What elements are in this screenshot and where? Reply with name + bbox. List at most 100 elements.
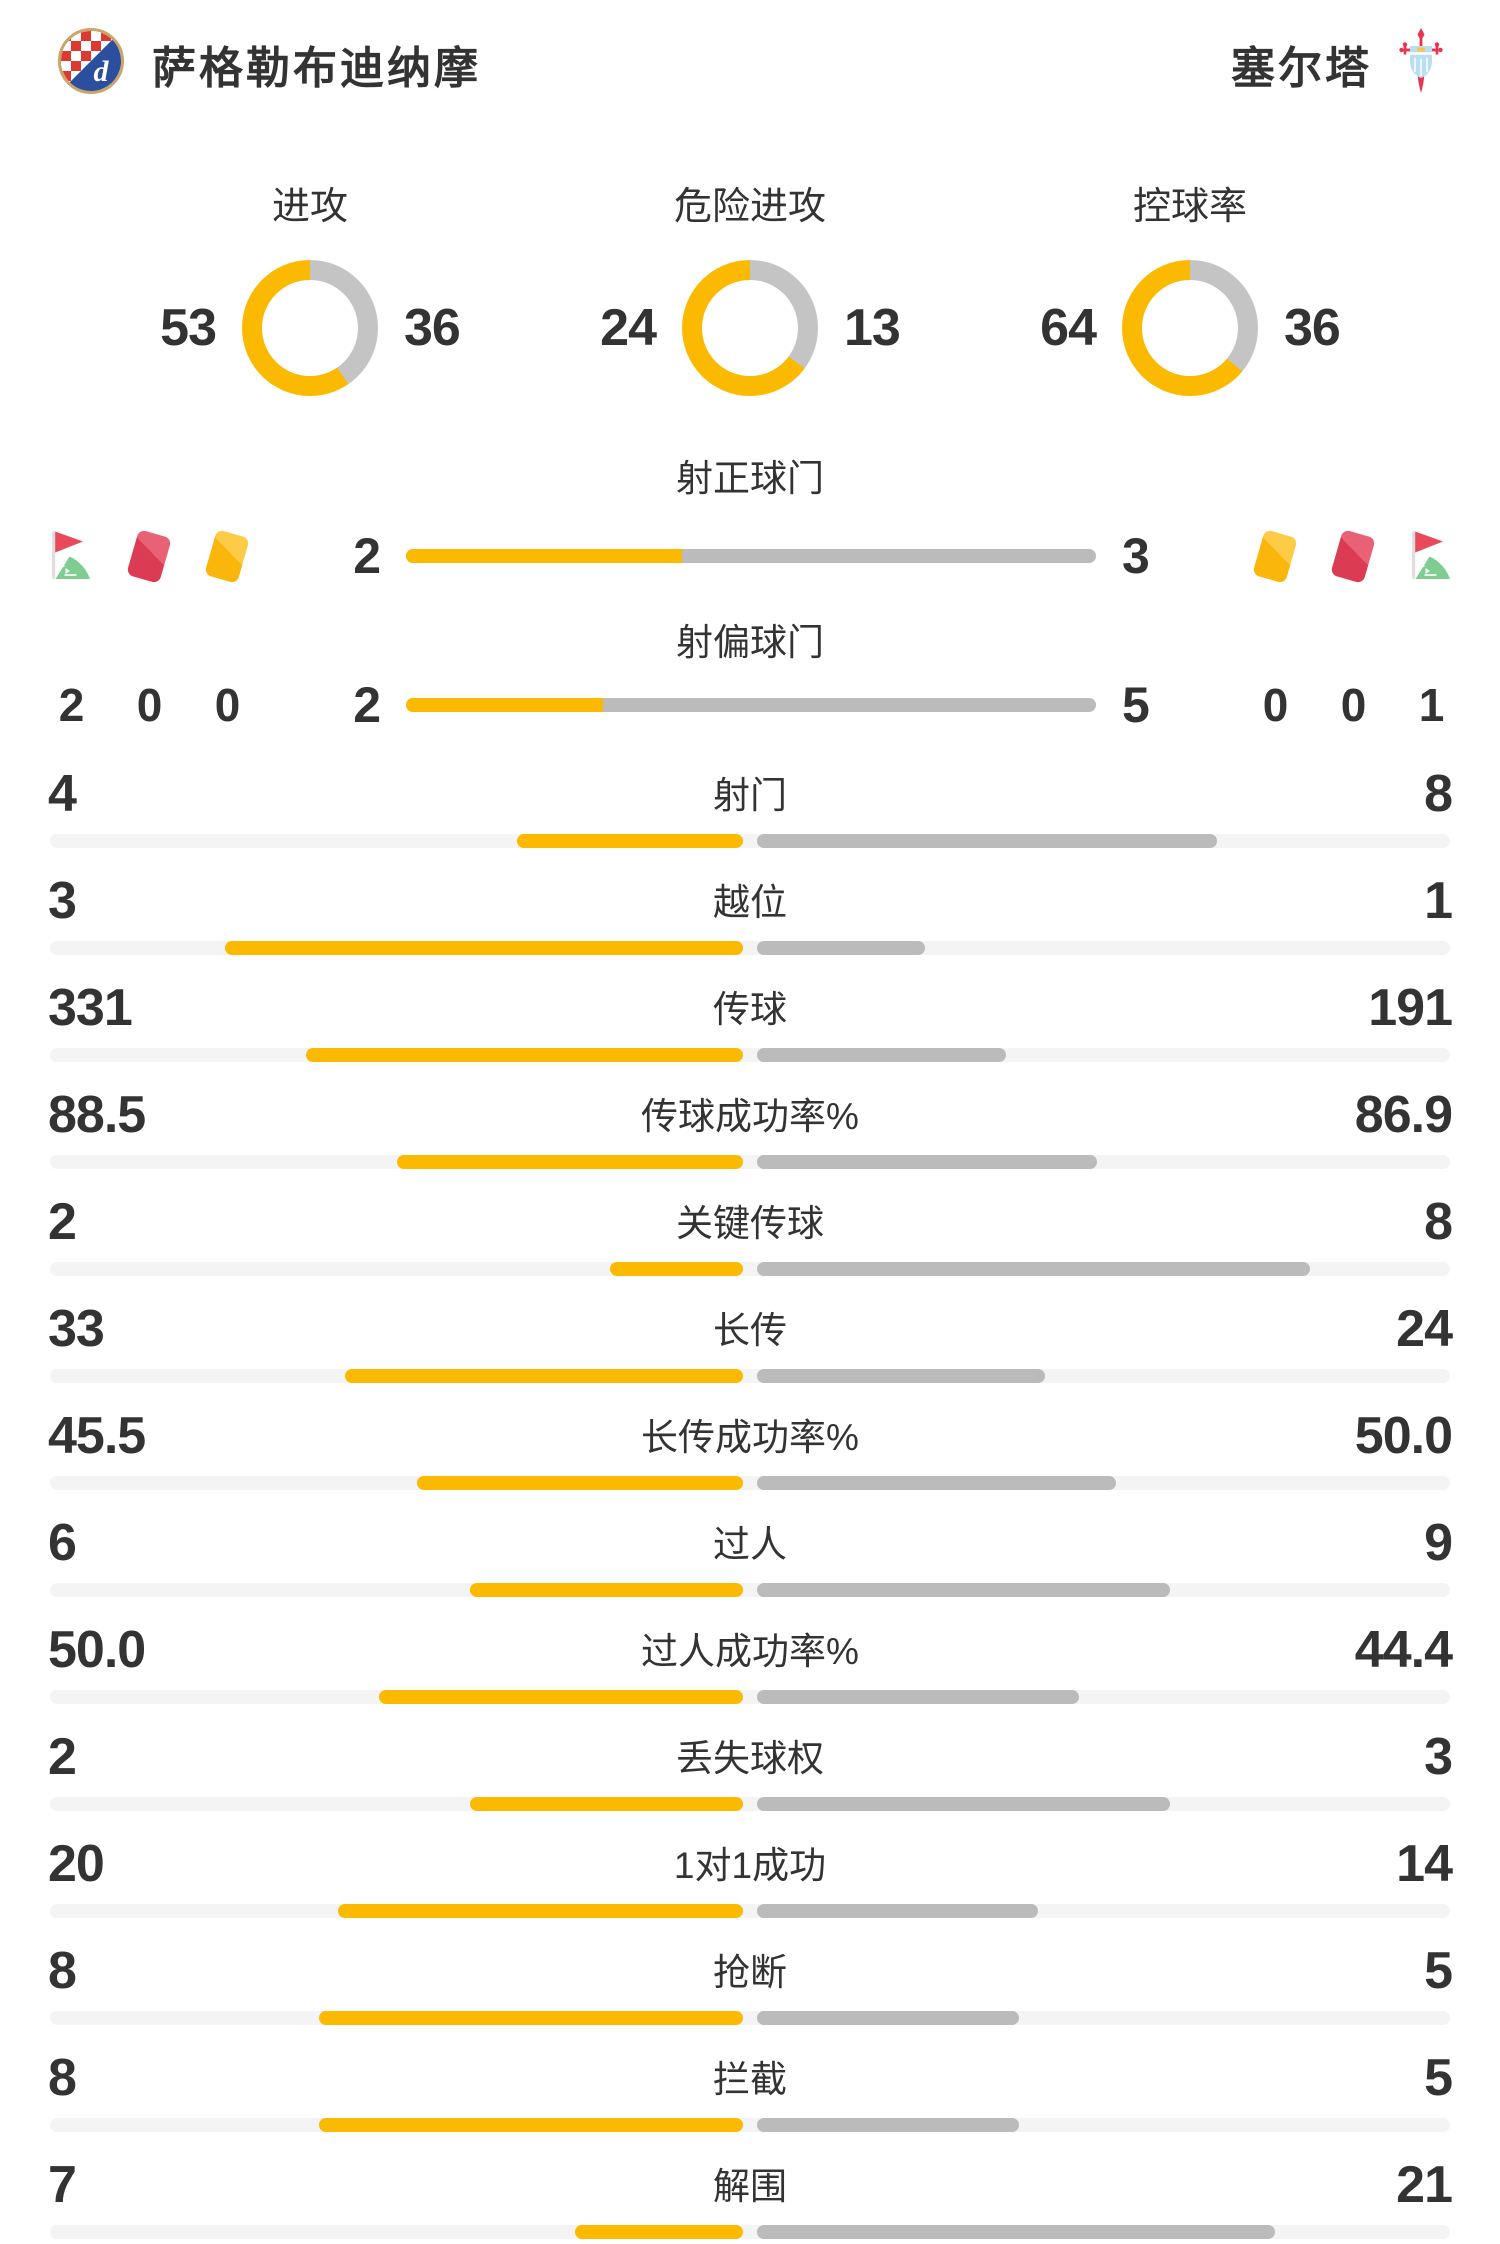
donut-possession: 控球率 64 36 bbox=[970, 175, 1410, 396]
attacks-donut-chart bbox=[242, 260, 378, 396]
away-shots-off-target: 5 bbox=[1122, 677, 1150, 733]
stat-row: 50.0 过人成功率% 44.4 bbox=[0, 1624, 1500, 1704]
home-stat-value: 8 bbox=[48, 2049, 77, 2107]
shots-section: 射正球门 2 3 bbox=[0, 448, 1500, 738]
away-stat-bar bbox=[757, 1690, 1080, 1704]
home-attacks-value: 53 bbox=[160, 299, 217, 357]
away-stat-bar bbox=[757, 2011, 1020, 2025]
stat-bar-track bbox=[50, 1797, 1450, 1811]
away-corners-count: 1 bbox=[1418, 679, 1445, 731]
home-stat-bar bbox=[575, 2225, 743, 2239]
stat-row: 7 解围 21 bbox=[0, 2159, 1500, 2239]
stat-bar-track bbox=[50, 1904, 1450, 1918]
stat-bar-track bbox=[50, 2011, 1450, 2025]
away-stat-value: 50.0 bbox=[1354, 1407, 1453, 1465]
dinamo-zagreb-crest-icon: d bbox=[56, 26, 126, 101]
away-stat-value: 86.9 bbox=[1354, 1086, 1453, 1144]
donut-attacks: 进攻 53 36 bbox=[90, 175, 530, 396]
home-stat-bar bbox=[379, 1690, 743, 1704]
stat-label: 1对1成功 bbox=[673, 1845, 827, 1886]
stat-label: 丢失球权 bbox=[676, 1738, 824, 1779]
away-dangerous-attacks-value: 13 bbox=[844, 299, 901, 357]
stat-label: 射门 bbox=[713, 775, 787, 816]
stat-row: 20 1对1成功 14 bbox=[0, 1838, 1500, 1918]
stat-bar-track bbox=[50, 1262, 1450, 1276]
away-stat-value: 44.4 bbox=[1354, 1621, 1453, 1679]
home-shots-on-target: 2 bbox=[353, 528, 381, 584]
stat-label: 长传成功率% bbox=[641, 1417, 859, 1458]
home-stat-value: 88.5 bbox=[48, 1086, 146, 1144]
home-stat-value: 2 bbox=[48, 1193, 77, 1251]
home-corners-count: 2 bbox=[58, 679, 85, 731]
away-stat-bar bbox=[757, 941, 925, 955]
stat-label: 抢断 bbox=[713, 1952, 787, 1993]
stat-bar-track bbox=[50, 1476, 1450, 1490]
dangerous-attacks-donut-chart bbox=[682, 260, 818, 396]
away-stat-value: 1 bbox=[1424, 872, 1453, 930]
home-stat-bar bbox=[319, 2011, 743, 2025]
stat-row: 8 拦截 5 bbox=[0, 2052, 1500, 2132]
away-stat-value: 3 bbox=[1424, 1728, 1453, 1786]
home-stat-bar bbox=[610, 1262, 743, 1276]
stat-bar-track bbox=[50, 1690, 1450, 1704]
away-stat-value: 24 bbox=[1396, 1300, 1453, 1358]
home-stat-bar bbox=[396, 1155, 743, 1169]
away-stat-bar bbox=[757, 1369, 1045, 1383]
away-stat-value: 9 bbox=[1424, 1514, 1453, 1572]
stats-list: 4 射门 8 3 越位 1 331 传球 191 bbox=[0, 768, 1500, 2239]
home-discipline-values: 2 0 0 bbox=[44, 678, 324, 732]
away-stat-value: 21 bbox=[1396, 2156, 1453, 2214]
home-stat-bar bbox=[344, 1369, 743, 1383]
stat-bar-track bbox=[50, 941, 1450, 955]
donut-title: 进攻 bbox=[271, 186, 348, 228]
corner-flag-icon bbox=[44, 528, 98, 584]
svg-text:d: d bbox=[94, 55, 110, 88]
home-red-cards-count: 0 bbox=[136, 679, 163, 731]
shots-off-target-label: 射偏球门 bbox=[676, 622, 824, 663]
home-stat-value: 3 bbox=[48, 872, 77, 930]
home-stat-bar bbox=[225, 941, 743, 955]
celta-vigo-crest-icon bbox=[1398, 27, 1444, 100]
stat-label: 解围 bbox=[713, 2166, 787, 2207]
away-stat-bar bbox=[757, 1048, 1007, 1062]
yellow-card-icon bbox=[1252, 528, 1298, 584]
home-stat-bar bbox=[516, 834, 743, 848]
stat-label: 过人成功率% bbox=[641, 1631, 859, 1672]
home-dangerous-attacks-value: 24 bbox=[600, 299, 657, 357]
stat-label: 越位 bbox=[713, 882, 787, 923]
home-stat-bar bbox=[416, 1476, 743, 1490]
shots-off-target-bar bbox=[406, 698, 1096, 712]
donut-charts: 进攻 53 36 危险进攻 24 13 控球率 64 36 bbox=[90, 175, 1410, 396]
away-stat-value: 191 bbox=[1368, 979, 1453, 1037]
stat-bar-track bbox=[50, 1583, 1450, 1597]
stat-label: 传球成功率% bbox=[641, 1096, 859, 1137]
away-discipline-values: 0 0 1 bbox=[1178, 678, 1458, 732]
home-team-name: 萨格勒布迪纳摩 bbox=[152, 43, 481, 93]
away-attacks-value: 36 bbox=[404, 299, 461, 357]
stat-label: 长传 bbox=[713, 1310, 787, 1351]
away-stat-bar bbox=[757, 1262, 1310, 1276]
stat-label: 传球 bbox=[713, 989, 787, 1030]
stat-bar-track bbox=[50, 1155, 1450, 1169]
shots-on-target-bar bbox=[406, 549, 1096, 563]
stat-row: 33 长传 24 bbox=[0, 1303, 1500, 1383]
stat-row: 8 抢断 5 bbox=[0, 1945, 1500, 2025]
away-yellow-cards-count: 0 bbox=[1262, 679, 1289, 731]
away-team-name: 塞尔塔 bbox=[1231, 43, 1372, 93]
home-stat-value: 331 bbox=[48, 979, 133, 1037]
away-stat-value: 5 bbox=[1424, 2049, 1453, 2107]
away-stat-bar bbox=[757, 2118, 1020, 2132]
away-stat-bar bbox=[757, 1797, 1170, 1811]
home-stat-bar bbox=[306, 1048, 743, 1062]
stat-label: 关键传球 bbox=[676, 1203, 824, 1244]
home-yellow-cards-count: 0 bbox=[214, 679, 241, 731]
home-stat-value: 2 bbox=[48, 1728, 77, 1786]
red-card-icon bbox=[126, 528, 172, 584]
home-stat-value: 33 bbox=[48, 1300, 105, 1358]
stat-row: 3 越位 1 bbox=[0, 875, 1500, 955]
home-stat-bar bbox=[338, 1904, 743, 1918]
corner-flag-icon bbox=[1404, 528, 1458, 584]
away-stat-value: 5 bbox=[1424, 1942, 1453, 2000]
away-stat-bar bbox=[757, 2225, 1275, 2239]
home-team: d 萨格勒布迪纳摩 bbox=[56, 26, 481, 101]
